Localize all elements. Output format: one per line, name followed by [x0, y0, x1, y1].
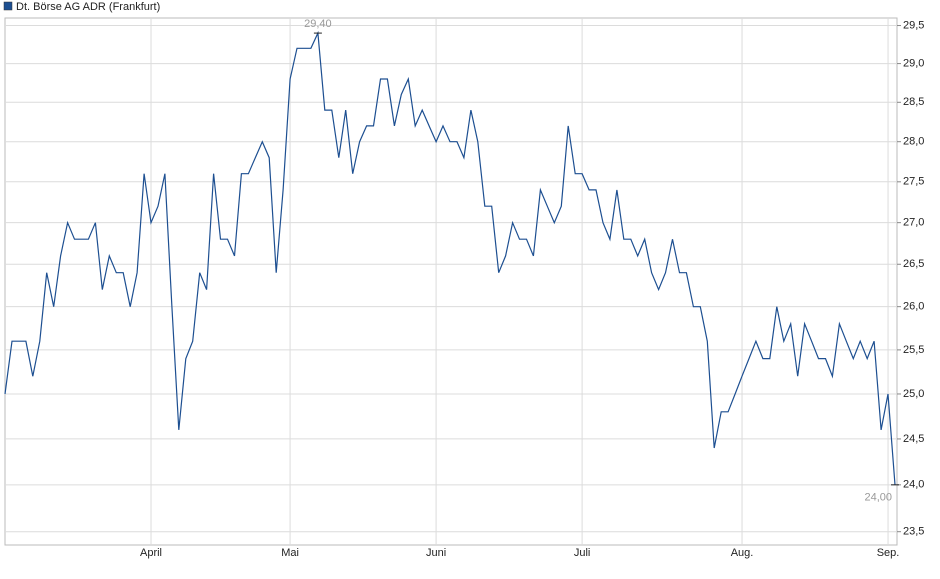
legend-swatch: [3, 1, 13, 11]
y-tick-label: 25,0: [903, 388, 924, 400]
y-tick-label: 28,5: [903, 96, 924, 108]
y-tick-label: 26,5: [903, 258, 924, 270]
y-tick-label: 25,5: [903, 344, 924, 356]
y-tick-label: 26,0: [903, 301, 924, 313]
legend-label: Dt. Börse AG ADR (Frankfurt): [16, 1, 160, 13]
x-tick-label: Mai: [281, 547, 299, 559]
x-tick-label: Sep.: [877, 547, 900, 559]
plot-frame: [4, 17, 898, 546]
y-tick-label: 24,5: [903, 433, 924, 445]
y-tick-label: 27,0: [903, 217, 924, 229]
x-tick-label: Juni: [426, 547, 446, 559]
x-tick-label: Juli: [574, 547, 591, 559]
y-tick-label: 23,5: [903, 526, 924, 538]
y-tick-label: 29,5: [903, 19, 924, 31]
y-tick-label: 24,0: [903, 479, 924, 491]
x-tick-label: Aug.: [731, 547, 754, 559]
y-tick-label: 27,5: [903, 176, 924, 188]
annotation: 29,40: [304, 18, 332, 30]
annotation: 24,00: [864, 492, 892, 504]
y-tick-label: 29,0: [903, 57, 924, 69]
line: [4, 30, 896, 485]
x-tick-label: April: [140, 547, 162, 559]
y-tick-label: 28,0: [903, 136, 924, 148]
